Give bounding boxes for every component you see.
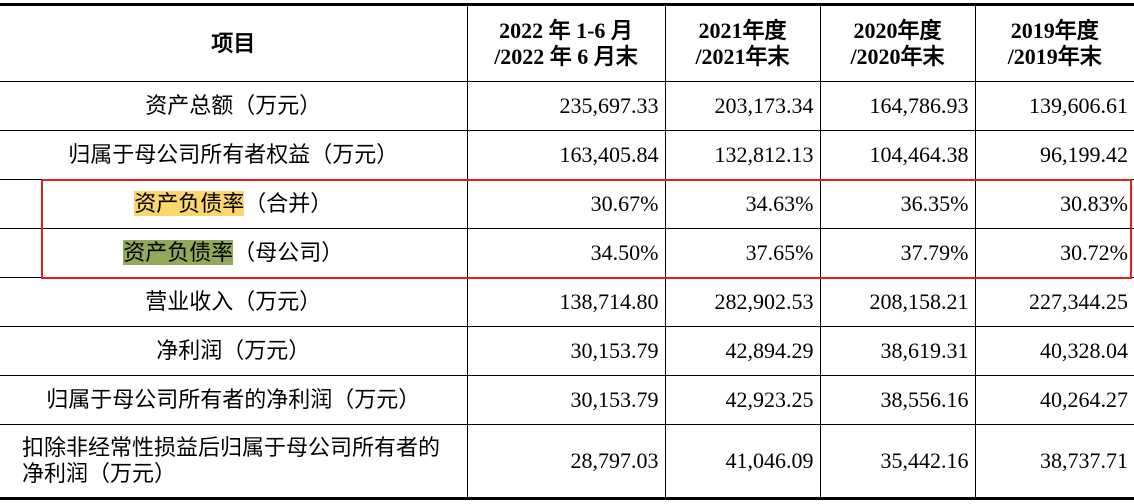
value-cell: 42,894.29	[664, 326, 821, 376]
table-row: 资产负债率（合并） 30.67% 34.63% 36.35% 30.83%	[0, 179, 1134, 229]
value-cell: 41,046.09	[664, 424, 821, 499]
value-cell: 30.72%	[974, 228, 1134, 278]
value-cell: 96,199.42	[974, 130, 1134, 180]
value-cell: 40,264.27	[974, 375, 1134, 425]
value-cell: 30,153.79	[466, 375, 666, 425]
header-cell: 2022 年 1-6 月/2022 年 6 月末	[466, 4, 666, 82]
value-cell: 40,328.04	[974, 326, 1134, 376]
value-cell: 208,158.21	[819, 277, 976, 327]
row-label: 资产总额（万元）	[0, 81, 468, 131]
row-label: 归属于母公司所有者的净利润（万元）	[0, 375, 468, 425]
table-row: 扣除非经常性损益后归属于母公司所有者的净利润（万元） 28,797.03 41,04…	[0, 424, 1134, 499]
value-cell: 163,405.84	[466, 130, 666, 180]
table-row: 资产总额（万元） 235,697.33 203,173.34 164,786.93 13…	[0, 81, 1134, 131]
row-label: 资产负债率（母公司）	[0, 228, 468, 278]
header-cell: 2021年度/2021年末	[664, 4, 821, 82]
table-row: 资产负债率（母公司） 34.50% 37.65% 37.79% 30.72%	[0, 228, 1134, 278]
value-cell: 37.79%	[819, 228, 976, 278]
header-line: 2019年度	[1010, 17, 1099, 43]
header-cell: 项目	[0, 4, 468, 82]
financial-table: 项目 2022 年 1-6 月/2022 年 6 月末 2021年度/2021年末 2…	[0, 3, 1134, 500]
label-text: （母公司）	[233, 240, 344, 265]
table-row: 归属于母公司所有者权益（万元） 163,405.84 132,812.13 104,4…	[0, 130, 1134, 180]
value-cell: 30,153.79	[466, 326, 666, 376]
value-cell: 282,902.53	[664, 277, 821, 327]
value-cell: 28,797.03	[466, 424, 666, 499]
header-line: 2020年度	[853, 17, 942, 43]
table-body: 资产总额（万元） 235,697.33 203,173.34 164,786.93 13…	[0, 81, 1134, 499]
header-line: 2022 年 1-6 月	[499, 17, 633, 43]
header-row: 项目 2022 年 1-6 月/2022 年 6 月末 2021年度/2021年末 2…	[0, 4, 1134, 82]
header-line: /2020年末	[850, 43, 945, 69]
table-header: 项目 2022 年 1-6 月/2022 年 6 月末 2021年度/2021年末 2…	[0, 4, 1134, 82]
value-cell: 227,344.25	[974, 277, 1134, 327]
value-cell: 164,786.93	[819, 81, 976, 131]
row-label: 扣除非经常性损益后归属于母公司所有者的净利润（万元）	[0, 424, 468, 499]
highlighted-text: 资产负债率	[134, 191, 245, 216]
value-cell: 37.65%	[664, 228, 821, 278]
header-cell: 2019年度/2019年末	[974, 4, 1134, 82]
value-cell: 38,556.16	[819, 375, 976, 425]
header-line: /2021年末	[695, 43, 790, 69]
header-line: /2022 年 6 月末	[494, 43, 638, 69]
header-line: /2019年末	[1007, 43, 1102, 69]
table-row: 营业收入（万元） 138,714.80 282,902.53 208,158.21 22…	[0, 277, 1134, 327]
header-cell: 2020年度/2020年末	[819, 4, 976, 82]
value-cell: 139,606.61	[974, 81, 1134, 131]
row-label: 营业收入（万元）	[0, 277, 468, 327]
label-text: （合并）	[244, 191, 333, 216]
value-cell: 132,812.13	[664, 130, 821, 180]
value-cell: 203,173.34	[664, 81, 821, 131]
value-cell: 34.63%	[664, 179, 821, 229]
value-cell: 42,923.25	[664, 375, 821, 425]
highlighted-text: 资产负债率	[123, 240, 234, 265]
value-cell: 36.35%	[819, 179, 976, 229]
value-cell: 235,697.33	[466, 81, 666, 131]
value-cell: 30.83%	[974, 179, 1134, 229]
value-cell: 34.50%	[466, 228, 666, 278]
value-cell: 38,737.71	[974, 424, 1134, 499]
table-row: 归属于母公司所有者的净利润（万元） 30,153.79 42,923.25 38,55…	[0, 375, 1134, 425]
row-label: 净利润（万元）	[0, 326, 468, 376]
value-cell: 138,714.80	[466, 277, 666, 327]
row-label: 归属于母公司所有者权益（万元）	[0, 130, 468, 180]
value-cell: 30.67%	[466, 179, 666, 229]
header-line: 2021年度	[698, 17, 787, 43]
value-cell: 35,442.16	[819, 424, 976, 499]
value-cell: 104,464.38	[819, 130, 976, 180]
value-cell: 38,619.31	[819, 326, 976, 376]
row-label: 资产负债率（合并）	[0, 179, 468, 229]
table-row: 净利润（万元） 30,153.79 42,894.29 38,619.31 40,328…	[0, 326, 1134, 376]
